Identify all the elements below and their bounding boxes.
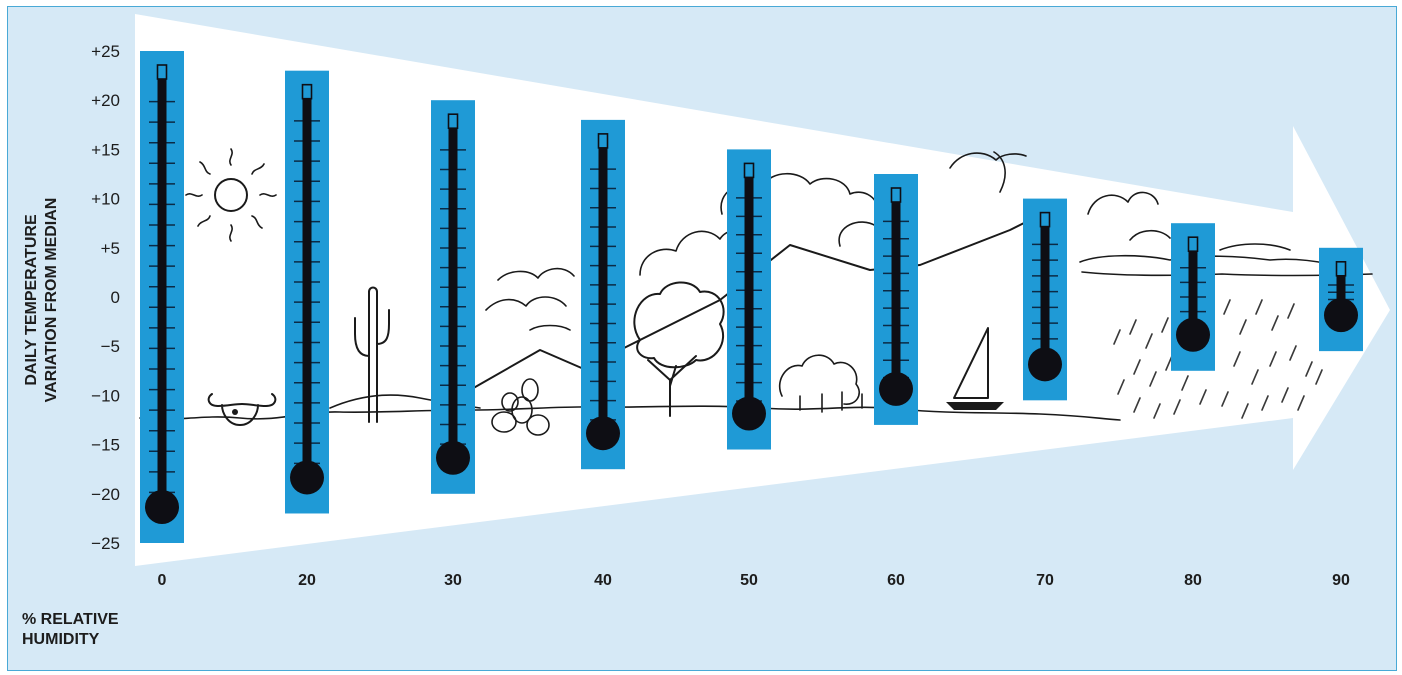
y-tick-label: +15 — [91, 140, 120, 159]
thermometer — [874, 174, 918, 425]
humidity-label: 60 — [887, 572, 905, 589]
thermometer-tube-top — [743, 162, 755, 179]
thermometer-tube-top — [156, 64, 168, 80]
y-tick-label: +10 — [91, 190, 120, 209]
thermometer — [1319, 247, 1363, 352]
thermometer — [285, 70, 329, 514]
thermometer-tube-top — [597, 133, 609, 149]
mercury-column — [891, 202, 901, 389]
x-axis-title-line2: HUMIDITY — [22, 631, 100, 648]
tree-icon — [633, 281, 725, 417]
humidity-label: 50 — [740, 572, 758, 589]
cactus-icon — [354, 286, 390, 423]
thermometer-tube-top — [301, 83, 313, 100]
y-tick-label: +5 — [101, 239, 120, 258]
thermometers — [140, 51, 1363, 543]
thermometer — [1171, 223, 1215, 371]
humidity-label: 0 — [158, 572, 167, 589]
y-tick-label: −20 — [91, 485, 120, 504]
cumulus-cloud-icon — [720, 151, 1027, 247]
y-axis: +25 +20 +15 +10 +5 0 −5 −10 −15 −20 −25 — [91, 42, 120, 553]
clouds-icon — [485, 229, 751, 331]
y-tick-label: 0 — [111, 288, 120, 307]
sailboat-icon — [946, 327, 1004, 410]
y-axis-title: DAILY TEMPERATURE VARIATION FROM MEDIAN — [23, 198, 60, 403]
thermometer — [1023, 198, 1067, 401]
thermometer-bulb — [586, 416, 620, 451]
thermometer-bulb — [436, 440, 470, 475]
mercury-column — [157, 79, 167, 507]
mercury-column — [448, 128, 458, 458]
thermometer-bulb — [145, 490, 179, 524]
humidity-label: 80 — [1184, 572, 1202, 589]
thermometer — [727, 149, 771, 450]
shrubs-icon — [778, 354, 863, 413]
y-axis-title-line2: VARIATION FROM MEDIAN — [43, 198, 60, 403]
mercury-column — [1040, 226, 1050, 365]
humidity-label: 40 — [594, 572, 612, 589]
thermometer-bulb — [1324, 298, 1358, 333]
rain-icon — [1113, 299, 1323, 419]
humidity-label: 20 — [298, 572, 316, 589]
thermometer-bulb — [1176, 317, 1210, 352]
thermometer-bulb — [732, 396, 766, 431]
prickly-pear-icon — [491, 378, 550, 436]
mercury-column — [1188, 251, 1198, 335]
mercury-column — [744, 177, 754, 414]
thermometer — [431, 100, 475, 494]
y-tick-label: +20 — [91, 91, 120, 110]
y-tick-label: −10 — [91, 386, 120, 405]
humidity-label: 30 — [444, 572, 462, 589]
y-axis-title-line1: DAILY TEMPERATURE — [23, 214, 40, 386]
y-tick-label: −15 — [91, 436, 120, 455]
y-tick-label: −25 — [91, 534, 120, 553]
thermometer-bulb — [879, 371, 913, 406]
mercury-column — [598, 147, 608, 434]
sun-icon — [185, 148, 277, 242]
cow-skull-icon — [207, 393, 277, 426]
humidity-label: 90 — [1332, 572, 1350, 589]
y-tick-label: +25 — [91, 42, 120, 61]
thermometer-tube-top — [1335, 260, 1347, 277]
x-axis-title-line1: % RELATIVE — [22, 611, 119, 628]
mercury-column — [1336, 275, 1346, 316]
thermometer-tube-top — [1039, 211, 1051, 228]
thermometer-tube-top — [1187, 236, 1199, 252]
thermometer-tube-top — [890, 187, 902, 203]
mercury-column — [302, 98, 312, 478]
thermometer-bulb — [1028, 347, 1062, 382]
x-axis: 0 20 30 40 50 60 70 80 90 — [158, 572, 1350, 589]
y-tick-label: −5 — [101, 337, 120, 356]
thermometer — [581, 119, 625, 470]
humidity-label: 70 — [1036, 572, 1054, 589]
thermometer — [140, 51, 184, 543]
thermometer-bulb — [290, 460, 324, 495]
thermometer-tube-top — [447, 113, 459, 129]
